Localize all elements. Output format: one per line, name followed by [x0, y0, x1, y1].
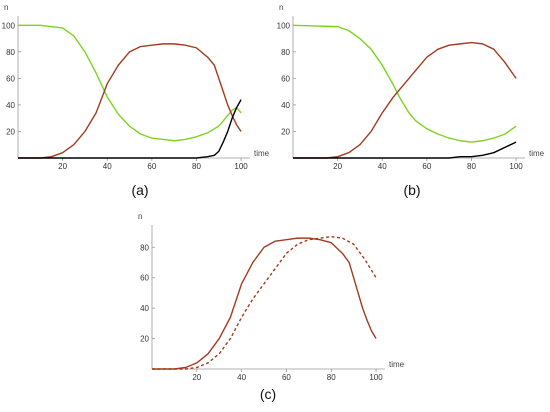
panel-label: (c) — [260, 386, 276, 402]
x-tick-label: 60 — [147, 162, 156, 171]
y-tick-label: 60 — [140, 274, 149, 283]
y-tick-label: 20 — [281, 127, 290, 136]
x-tick-label: 20 — [333, 162, 342, 171]
y-tick-label: 40 — [281, 101, 290, 110]
x-tick-label: 40 — [103, 162, 112, 171]
series-line-2 — [152, 235, 377, 370]
x-axis-label: time — [254, 149, 270, 158]
y-tick-label: 40 — [6, 101, 15, 110]
panel-label: (a) — [131, 182, 148, 198]
y-tick-label: 100 — [277, 21, 291, 30]
series-line-3 — [18, 99, 242, 159]
x-axis-label: time — [529, 149, 545, 158]
y-axis-label: n — [4, 3, 8, 12]
y-tick-label: 100 — [2, 21, 16, 30]
y-tick-label: 60 — [6, 74, 15, 83]
series-line-3 — [293, 141, 517, 159]
x-tick-label: 40 — [378, 162, 387, 171]
y-tick-label: 40 — [140, 304, 149, 313]
series-line-1 — [292, 24, 517, 143]
y-tick-label: 80 — [281, 48, 290, 57]
chart-panel-2: 20 40 60 80 100 20 40 60 80 100 n time (b) — [277, 3, 545, 198]
y-tick-label: 80 — [140, 243, 149, 252]
x-tick-label: 80 — [467, 162, 476, 171]
x-tick-label: 100 — [509, 162, 523, 171]
x-tick-label: 40 — [237, 373, 246, 382]
chart-panel-1: 20 40 60 80 100 20 40 60 80 100 n time (a) — [2, 3, 270, 198]
x-tick-label: 20 — [192, 373, 201, 382]
x-tick-label: 100 — [369, 373, 383, 382]
series-line-1 — [18, 24, 242, 142]
series-line-2 — [293, 41, 517, 159]
chart-panel-3: 20 40 60 80 100 20 40 60 80 n time (c) — [138, 212, 405, 402]
series-line-1 — [152, 237, 377, 370]
x-axis-label: time — [389, 360, 405, 369]
x-tick-label: 80 — [327, 373, 336, 382]
series-line-2 — [18, 43, 242, 159]
x-tick-label: 100 — [234, 162, 248, 171]
x-tick-label: 60 — [422, 162, 431, 171]
y-tick-label: 60 — [281, 74, 290, 83]
y-tick-label: 80 — [6, 48, 15, 57]
y-tick-label: 20 — [6, 127, 15, 136]
x-tick-label: 80 — [192, 162, 201, 171]
panel-label: (b) — [403, 182, 420, 198]
y-axis-label: n — [138, 212, 142, 221]
x-tick-label: 60 — [282, 373, 291, 382]
y-tick-label: 20 — [140, 335, 149, 344]
x-tick-label: 20 — [58, 162, 67, 171]
y-axis-label: n — [279, 3, 283, 12]
